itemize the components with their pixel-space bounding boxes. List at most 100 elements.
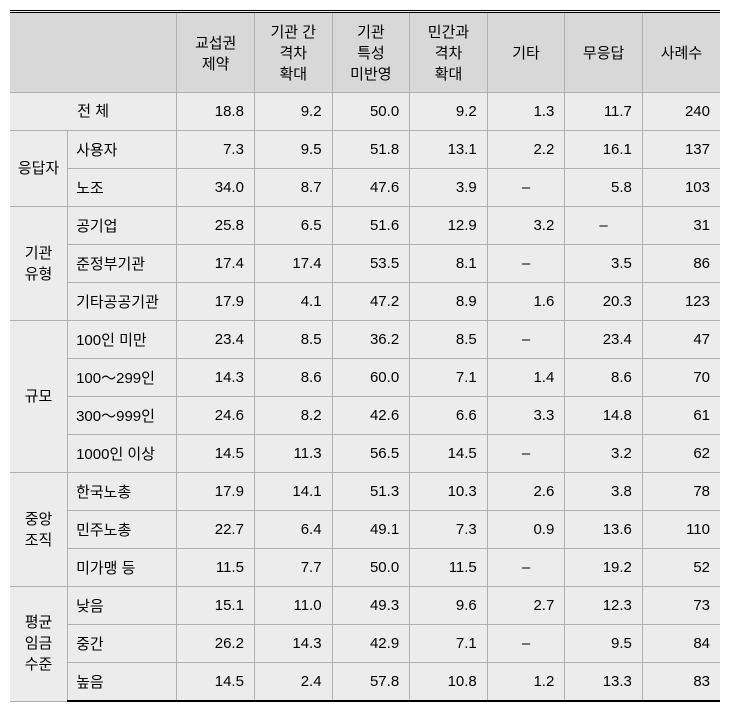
cell-value: 23.4: [565, 321, 643, 359]
row-label: 미가맹 등: [68, 549, 177, 587]
cell-value: –: [565, 207, 643, 245]
cell-value: –: [487, 169, 565, 207]
cell-value: 36.2: [332, 321, 410, 359]
cell-value: 20.3: [565, 283, 643, 321]
cell-value: 22.7: [177, 511, 255, 549]
cell-value: 123: [642, 283, 720, 321]
cell-value: 14.5: [177, 435, 255, 473]
cell-value: 70: [642, 359, 720, 397]
cell-value: 50.0: [332, 549, 410, 587]
cell-value: 3.8: [565, 473, 643, 511]
cell-value: 42.6: [332, 397, 410, 435]
cell-value: 3.5: [565, 245, 643, 283]
cell-value: 8.7: [254, 169, 332, 207]
cell-value: 3.3: [487, 397, 565, 435]
cell-value: –: [487, 435, 565, 473]
cell-value: 13.1: [410, 131, 488, 169]
cell-value: 84: [642, 625, 720, 663]
cell-value: 1.3: [487, 93, 565, 131]
row-label: 기타공공기관: [68, 283, 177, 321]
cell-value: 9.2: [254, 93, 332, 131]
cell-value: 11.5: [410, 549, 488, 587]
cell-value: 60.0: [332, 359, 410, 397]
cell-value: 11.3: [254, 435, 332, 473]
cell-value: 53.5: [332, 245, 410, 283]
header-blank: [10, 12, 177, 93]
cell-value: 49.1: [332, 511, 410, 549]
table-row: 준정부기관17.417.453.58.1–3.586: [10, 245, 720, 283]
cell-value: 9.6: [410, 587, 488, 625]
cell-value: –: [487, 245, 565, 283]
cell-value: 0.9: [487, 511, 565, 549]
cell-value: 14.1: [254, 473, 332, 511]
col-header: 기관특성미반영: [332, 12, 410, 93]
row-label: 노조: [68, 169, 177, 207]
row-label: 한국노총: [68, 473, 177, 511]
col-header: 민간과격차확대: [410, 12, 488, 93]
header-row: 교섭권제약 기관 간격차확대 기관특성미반영 민간과격차확대 기타 무응답 사례…: [10, 12, 720, 93]
cell-value: 14.8: [565, 397, 643, 435]
cell-value: 8.5: [410, 321, 488, 359]
cell-value: 52: [642, 549, 720, 587]
cell-value: 2.4: [254, 663, 332, 702]
group-label: 중앙조직: [10, 473, 68, 587]
cell-value: 16.1: [565, 131, 643, 169]
cell-value: –: [487, 625, 565, 663]
cell-value: 3.2: [487, 207, 565, 245]
table-row: 기관유형공기업25.86.551.612.93.2–31: [10, 207, 720, 245]
cell-value: 10.8: [410, 663, 488, 702]
cell-value: 51.8: [332, 131, 410, 169]
cell-value: 7.3: [177, 131, 255, 169]
row-label: 사용자: [68, 131, 177, 169]
cell-value: 137: [642, 131, 720, 169]
cell-value: 14.3: [177, 359, 255, 397]
cell-value: 14.3: [254, 625, 332, 663]
row-label: 높음: [68, 663, 177, 702]
row-label: 100～299인: [68, 359, 177, 397]
col-header: 기관 간격차확대: [254, 12, 332, 93]
col-header: 교섭권제약: [177, 12, 255, 93]
group-label: 전 체: [10, 93, 177, 131]
cell-value: 7.1: [410, 625, 488, 663]
cell-value: 8.5: [254, 321, 332, 359]
cell-value: 83: [642, 663, 720, 702]
cell-value: 47.6: [332, 169, 410, 207]
cell-value: 73: [642, 587, 720, 625]
cell-value: 25.8: [177, 207, 255, 245]
table-row: 높음14.52.457.810.81.213.383: [10, 663, 720, 702]
cell-value: 1.6: [487, 283, 565, 321]
cell-value: 42.9: [332, 625, 410, 663]
cell-value: 11.5: [177, 549, 255, 587]
cell-value: 49.3: [332, 587, 410, 625]
col-header: 기타: [487, 12, 565, 93]
table-row: 1000인 이상14.511.356.514.5–3.262: [10, 435, 720, 473]
cell-value: 1.2: [487, 663, 565, 702]
cell-value: 56.5: [332, 435, 410, 473]
row-label: 민주노총: [68, 511, 177, 549]
cell-value: 14.5: [410, 435, 488, 473]
row-label: 300～999인: [68, 397, 177, 435]
cell-value: 18.8: [177, 93, 255, 131]
cell-value: 17.4: [177, 245, 255, 283]
table-row: 노조34.08.747.63.9–5.8103: [10, 169, 720, 207]
table-row: 민주노총22.76.449.17.30.913.6110: [10, 511, 720, 549]
group-label: 응답자: [10, 131, 68, 207]
cell-value: 50.0: [332, 93, 410, 131]
cell-value: 8.1: [410, 245, 488, 283]
cell-value: 110: [642, 511, 720, 549]
table-row: 미가맹 등11.57.750.011.5–19.252: [10, 549, 720, 587]
cell-value: 12.9: [410, 207, 488, 245]
cell-value: 240: [642, 93, 720, 131]
cell-value: 51.3: [332, 473, 410, 511]
cell-value: 47: [642, 321, 720, 359]
table-row: 중앙조직한국노총17.914.151.310.32.63.878: [10, 473, 720, 511]
cell-value: 3.2: [565, 435, 643, 473]
cell-value: 9.5: [254, 131, 332, 169]
cell-value: 62: [642, 435, 720, 473]
table-body: 전 체18.89.250.09.21.311.7240응답자사용자7.39.55…: [10, 93, 720, 702]
col-header: 무응답: [565, 12, 643, 93]
cell-value: 15.1: [177, 587, 255, 625]
cell-value: –: [487, 549, 565, 587]
row-label: 준정부기관: [68, 245, 177, 283]
cell-value: 61: [642, 397, 720, 435]
